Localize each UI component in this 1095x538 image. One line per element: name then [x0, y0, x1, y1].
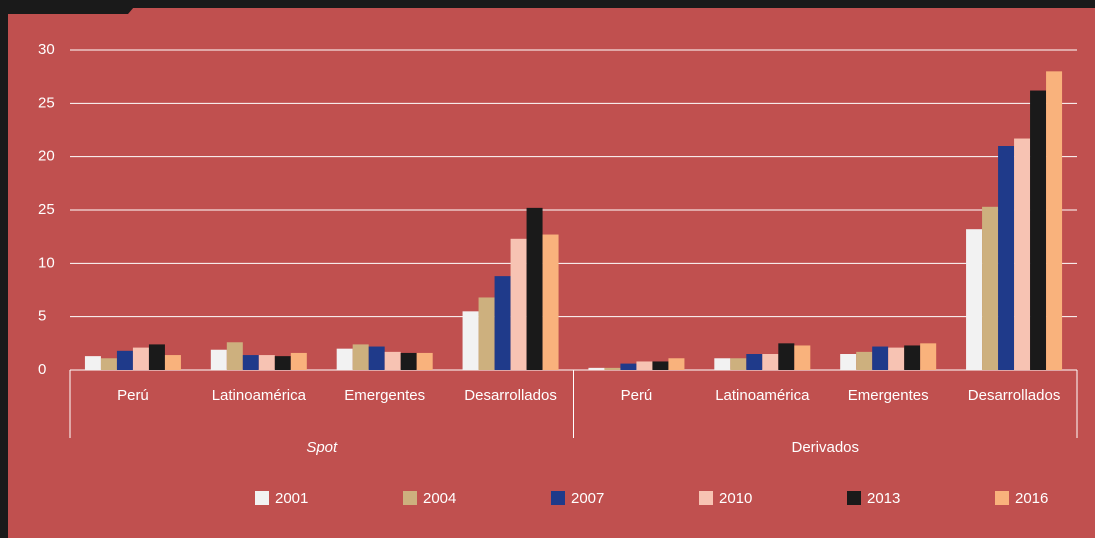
bar	[226, 342, 243, 370]
x-tick-label: Desarrollados	[464, 387, 557, 404]
top-bar	[0, 0, 1095, 8]
bar	[478, 297, 495, 370]
bar	[982, 206, 999, 370]
legend-label: 2016	[1015, 490, 1048, 507]
group-label: Spot	[306, 439, 338, 456]
legend-label: 2004	[423, 490, 456, 507]
legend-swatch	[403, 491, 417, 505]
x-tick-label: Perú	[117, 387, 149, 404]
bar	[462, 311, 479, 370]
bar	[510, 238, 527, 370]
y-tick-label: 25	[38, 94, 55, 111]
bar	[384, 351, 401, 370]
legend-swatch	[551, 491, 565, 505]
x-tick-label: Desarrollados	[968, 387, 1061, 404]
legend-label: 2007	[571, 490, 604, 507]
bar	[888, 347, 905, 370]
bar	[148, 344, 165, 370]
x-tick-label: Emergentes	[344, 387, 425, 404]
bar	[400, 352, 417, 370]
top-tab	[0, 0, 140, 14]
bar	[526, 207, 543, 370]
legend-label: 2013	[867, 490, 900, 507]
bar	[352, 344, 369, 370]
bar	[652, 361, 669, 370]
group-label: Derivados	[791, 439, 859, 456]
bar	[336, 348, 353, 370]
y-tick-label: 0	[38, 361, 46, 378]
bar	[856, 351, 873, 370]
bar	[210, 349, 227, 370]
bar	[620, 363, 637, 370]
left-edge	[0, 0, 8, 538]
bar	[778, 343, 795, 370]
bar	[290, 352, 307, 370]
bar	[840, 354, 857, 370]
bar	[730, 358, 747, 370]
bar	[368, 346, 385, 370]
bar	[116, 350, 133, 370]
y-tick-label: 10	[38, 254, 55, 271]
bar	[966, 229, 983, 370]
legend-swatch	[699, 491, 713, 505]
bar	[542, 234, 559, 370]
legend-swatch	[847, 491, 861, 505]
legend-swatch	[995, 491, 1009, 505]
bar	[636, 361, 653, 370]
bar	[1046, 71, 1063, 370]
y-tick-label: 30	[38, 41, 55, 58]
x-tick-label: Perú	[621, 387, 653, 404]
y-tick-label: 5	[38, 308, 46, 325]
bar	[1014, 138, 1031, 370]
bar	[794, 345, 811, 370]
bar	[1030, 90, 1047, 371]
legend-label: 2010	[719, 490, 752, 507]
bar	[100, 358, 117, 370]
bar	[132, 347, 149, 370]
bar	[588, 367, 605, 370]
bar	[604, 367, 621, 370]
bar	[164, 355, 181, 370]
bar	[762, 354, 779, 370]
bar	[920, 343, 937, 370]
bar	[84, 356, 101, 370]
x-tick-label: Emergentes	[848, 387, 929, 404]
bar	[872, 346, 889, 370]
bar	[494, 276, 511, 370]
bar	[998, 146, 1015, 370]
y-tick-label: 25	[38, 201, 55, 218]
legend-label: 2001	[275, 490, 308, 507]
bar	[258, 355, 275, 370]
x-tick-label: Latinoamérica	[212, 387, 307, 404]
bar	[668, 358, 685, 370]
bar	[274, 356, 291, 370]
bar	[242, 355, 259, 370]
bar	[714, 358, 731, 370]
x-tick-label: Latinoamérica	[715, 387, 810, 404]
bar	[904, 345, 921, 370]
legend-swatch	[255, 491, 269, 505]
bar	[416, 352, 433, 370]
y-tick-label: 20	[38, 148, 55, 165]
bar	[746, 354, 763, 370]
